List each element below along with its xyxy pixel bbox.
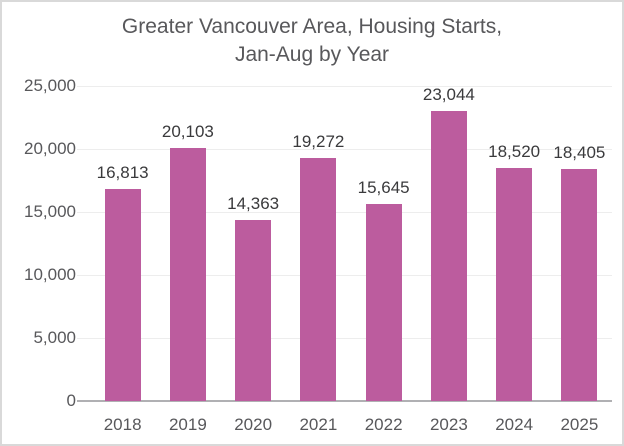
x-axis-tick-label-2020: 2020 — [234, 415, 273, 434]
bar-2020 — [235, 220, 272, 401]
y-axis-tick-label: 0 — [66, 391, 76, 410]
gridline-y-25000 — [77, 85, 612, 87]
gridline-y-10000 — [77, 274, 612, 276]
chart-title-line-2: Jan-Aug by Year — [234, 43, 390, 66]
y-axis-tick-label: 10,000 — [24, 265, 76, 284]
bar-2023 — [430, 110, 467, 401]
y-axis-tick-label: 25,000 — [24, 76, 76, 95]
bar-value-label-2018: 16,813 — [96, 163, 149, 183]
bar-value-label-2023: 23,044 — [422, 84, 475, 104]
gridline-y-15000 — [77, 211, 612, 213]
bar-value-label-2021: 19,272 — [292, 132, 345, 152]
bar-value-label-2025: 18,405 — [553, 143, 606, 163]
gridline-y-5000 — [77, 337, 612, 339]
bar-2024 — [496, 167, 533, 401]
y-axis-tick-label: 15,000 — [24, 202, 76, 221]
bar-value-label-2019: 20,103 — [161, 121, 214, 141]
bar-2018 — [104, 189, 141, 401]
y-axis-tick-label: 5,000 — [33, 328, 76, 347]
x-axis-tick-label-2024: 2024 — [495, 415, 534, 434]
bar-2022 — [365, 203, 402, 401]
chart-title-line-1: Greater Vancouver Area, Housing Starts, — [121, 15, 503, 38]
x-axis-tick-label-2023: 2023 — [429, 415, 468, 434]
bar-2019 — [169, 147, 206, 401]
x-axis-tick-label-2018: 2018 — [103, 415, 142, 434]
y-axis-tick-label: 20,000 — [24, 139, 76, 158]
bar-value-label-2020: 14,363 — [227, 194, 280, 214]
bar-2025 — [561, 169, 598, 401]
plot-area: 0 5,000 10,000 15,000 20,000 25,000 16,813 2018… — [24, 76, 612, 434]
x-axis-tick-label-2022: 2022 — [364, 415, 403, 434]
bar-value-label-2022: 15,645 — [357, 177, 410, 197]
chart-title: Greater Vancouver Area, Housing Starts, … — [2, 13, 622, 69]
bar-2021 — [300, 158, 337, 401]
bar-value-label-2024: 18,520 — [488, 141, 541, 161]
gridline-y-20000 — [77, 148, 612, 150]
x-axis-tick-label-2019: 2019 — [168, 415, 207, 434]
x-axis-tick-label-2021: 2021 — [299, 415, 338, 434]
x-axis-baseline — [77, 400, 612, 402]
x-axis-tick-label-2025: 2025 — [560, 415, 599, 434]
